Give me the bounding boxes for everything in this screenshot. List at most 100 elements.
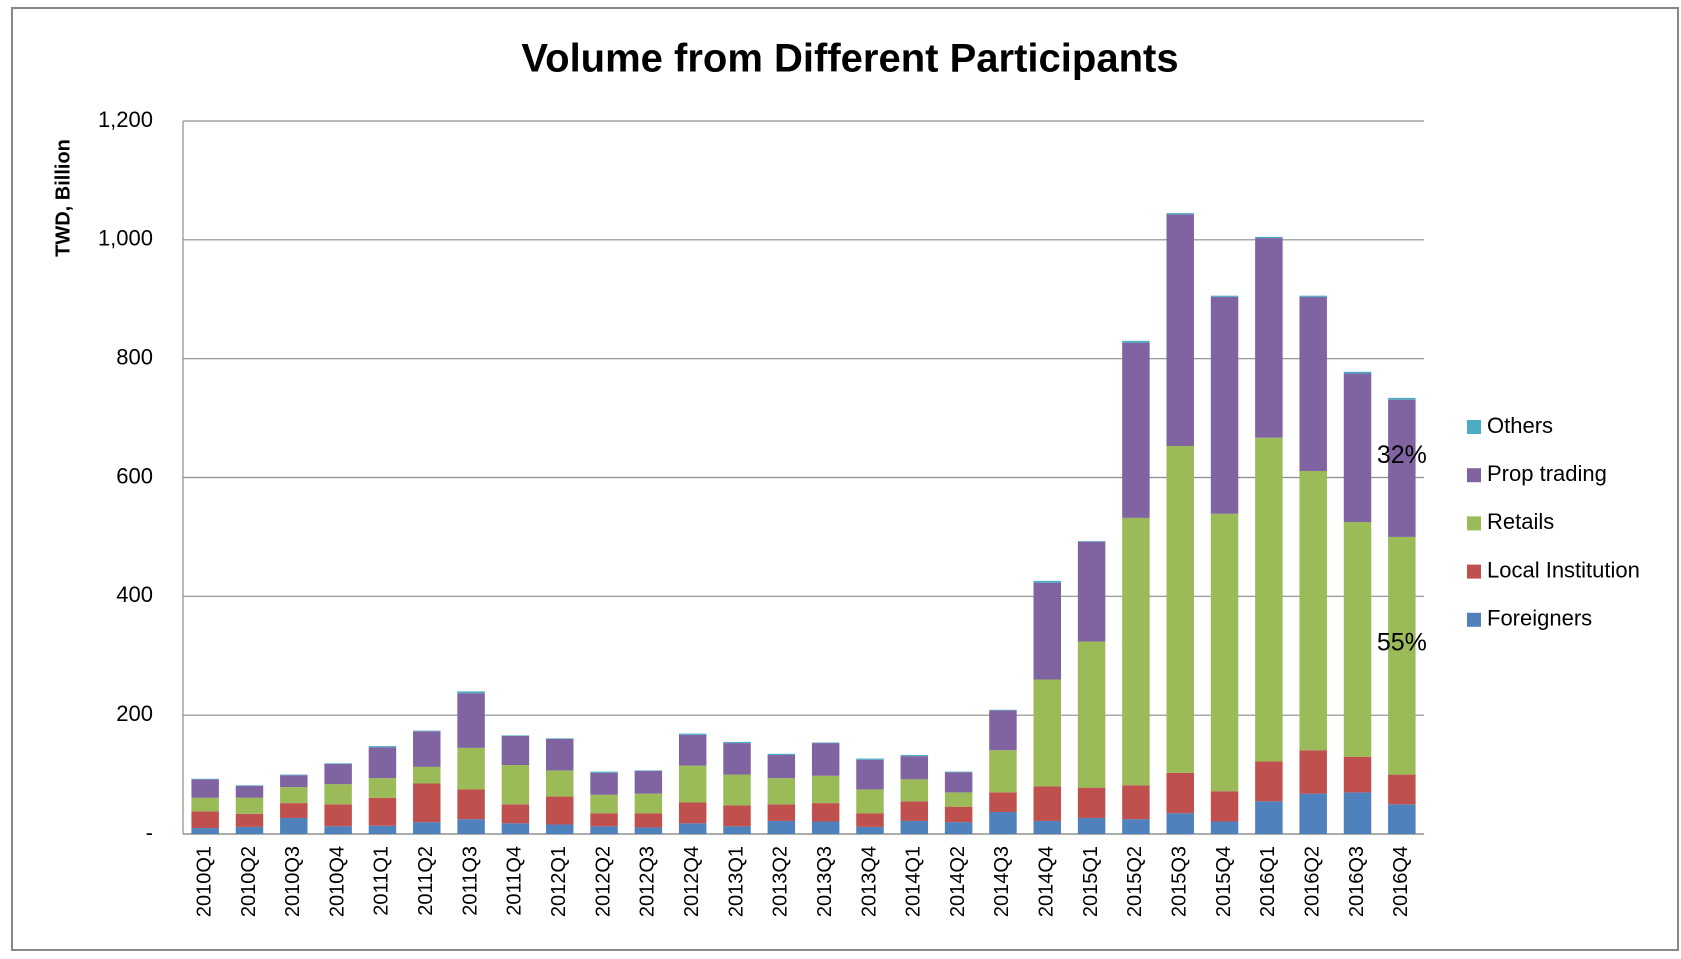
legend-label: Retails — [1487, 509, 1554, 534]
bar-segment — [944, 822, 973, 834]
x-tick-label: 2014Q3 — [991, 846, 1013, 917]
x-tick-label: 2011Q2 — [415, 846, 437, 916]
bar-segment — [1388, 536, 1416, 775]
bar-segment — [545, 770, 574, 797]
bar-segment — [767, 820, 796, 834]
bar-segment — [413, 822, 441, 834]
y-tick-label: 600 — [116, 463, 153, 488]
x-tick-label: 2016Q1 — [1257, 846, 1279, 917]
bar-segment — [900, 754, 929, 757]
bar-segment — [457, 691, 485, 694]
bar-segment — [1299, 295, 1327, 297]
bar-segment — [1210, 513, 1239, 792]
x-tick-label: 2014Q1 — [903, 846, 925, 917]
bar-segment — [678, 733, 707, 735]
x-tick-label: 2013Q3 — [814, 846, 836, 917]
x-tick-label: 2010Q1 — [193, 846, 215, 917]
bar-segment — [1166, 446, 1194, 773]
bar-segment — [856, 826, 884, 834]
legend-label: Foreigners — [1487, 606, 1592, 631]
bar-segment — [324, 763, 352, 785]
bar-segment — [1077, 787, 1106, 818]
bar-segment — [900, 801, 929, 821]
bar-segment — [1255, 238, 1283, 438]
x-tick-label: 2010Q2 — [238, 846, 260, 917]
bar-segment — [1210, 791, 1239, 822]
y-tick-label: - — [146, 820, 153, 845]
x-tick-label: 2012Q2 — [592, 846, 614, 917]
bar-segment — [1033, 786, 1062, 821]
bar-segment — [1388, 774, 1416, 805]
bar-segment — [235, 785, 264, 786]
bar-segment — [723, 826, 751, 834]
legend-label: Local Institution — [1487, 557, 1640, 582]
bar-segment — [1077, 541, 1106, 642]
bar-segment — [811, 821, 840, 834]
bar-segment — [501, 735, 530, 736]
bar-segment — [280, 803, 308, 818]
bar-segment — [767, 804, 796, 821]
bar-segment — [634, 770, 663, 772]
bar-segment — [989, 710, 1017, 751]
legend-swatch — [1467, 468, 1481, 483]
bar-segment — [1122, 785, 1150, 820]
bar-segment — [856, 789, 884, 814]
bar-segment — [368, 778, 397, 798]
bar-segment — [1122, 340, 1150, 343]
bar-segment — [590, 794, 618, 814]
y-tick-label: 400 — [116, 582, 153, 607]
bar-segment — [1255, 801, 1283, 834]
bar-segment — [545, 738, 574, 739]
bar-segment — [368, 747, 397, 779]
bar-segment — [1210, 821, 1239, 834]
bar-segment — [457, 789, 485, 820]
bar-segment — [811, 775, 840, 804]
bar-segment — [1210, 295, 1239, 297]
x-tick-label: 2014Q2 — [947, 846, 969, 917]
bar-segment — [678, 823, 707, 834]
bar-segment — [191, 828, 219, 834]
bar-segment — [767, 778, 796, 805]
bar-segment — [634, 827, 663, 834]
bar-segment — [590, 771, 618, 773]
bar-segment — [235, 785, 264, 798]
bar-segment — [1255, 236, 1283, 239]
x-tick-label: 2011Q3 — [459, 846, 481, 916]
bar-segment — [1343, 792, 1372, 834]
annotation: 55% — [1377, 628, 1427, 656]
bar-segment — [368, 746, 397, 748]
bar-segment — [678, 765, 707, 803]
bar-segment — [235, 826, 264, 834]
y-tick-label: 800 — [116, 344, 153, 369]
bar-segment — [457, 819, 485, 834]
x-tick-label: 2016Q3 — [1346, 846, 1368, 917]
y-tick-label: 200 — [116, 701, 153, 726]
bar-segment — [1343, 371, 1372, 374]
bar-segment — [1077, 541, 1106, 542]
bar-segment — [856, 758, 884, 760]
bar-segment — [1122, 517, 1150, 786]
x-tick-label: 2013Q2 — [770, 846, 792, 917]
bar-segment — [811, 742, 840, 744]
bar-segment — [634, 793, 663, 814]
x-tick-label: 2010Q4 — [326, 846, 348, 917]
bar-segment — [1210, 296, 1239, 514]
x-tick-label: 2015Q3 — [1169, 846, 1191, 917]
chart-title: Volume from Different Participants — [521, 37, 1178, 81]
x-tick-label: 2016Q2 — [1301, 846, 1323, 917]
x-tick-label: 2015Q2 — [1124, 846, 1146, 917]
x-tick-label: 2011Q4 — [504, 846, 526, 916]
bar-segment — [1166, 214, 1194, 447]
bar-segment — [413, 766, 441, 784]
bar-segment — [1122, 819, 1150, 834]
x-tick-label: 2014Q4 — [1036, 846, 1058, 917]
x-tick-label: 2016Q4 — [1390, 846, 1412, 917]
bar-segment — [856, 813, 884, 827]
bar-segment — [678, 802, 707, 824]
bar-segment — [1343, 522, 1372, 757]
bar-segment — [944, 806, 973, 823]
bar-segment — [811, 743, 840, 776]
bar-segment — [1033, 820, 1062, 834]
bar-segment — [235, 797, 264, 814]
